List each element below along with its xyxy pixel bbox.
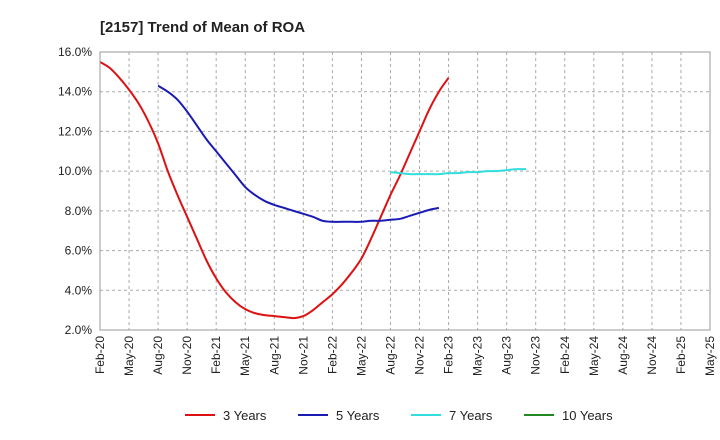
x-tick-label: May-24 [587,336,601,376]
legend-label: 7 Years [449,408,493,423]
grid [100,52,710,330]
x-tick-label: Feb-22 [325,336,339,374]
y-tick-label: 4.0% [65,283,93,297]
x-tick-label: Aug-22 [383,336,397,375]
chart-title: [2157] Trend of Mean of ROA [100,19,305,36]
legend-label: 10 Years [562,408,613,423]
legend-item-3-years: 3 Years [185,408,267,423]
x-tick-label: Aug-24 [616,336,630,375]
x-tick-label: Aug-21 [267,336,281,375]
legend-label: 5 Years [336,408,380,423]
x-tick-label: Feb-21 [209,336,223,374]
x-tick-label: Nov-24 [645,336,659,375]
legend-item-10-years: 10 Years [524,408,613,423]
x-tick-label: Nov-22 [413,336,427,375]
y-tick-label: 12.0% [58,124,92,138]
series-line-3-years [99,61,450,320]
x-tick-label: Nov-23 [529,336,543,375]
y-tick-label: 10.0% [58,164,92,178]
y-tick-label: 6.0% [65,244,93,258]
x-tick-label: May-23 [471,336,485,376]
x-tick-label: May-21 [238,336,252,376]
legend-item-5-years: 5 Years [298,408,380,423]
x-tick-label: May-22 [354,336,368,376]
x-tick-label: Nov-21 [296,336,310,375]
x-tick-label: Aug-23 [500,336,514,375]
x-tick-label: Feb-23 [442,336,456,374]
x-axis-ticks: Feb-20 May-20 Aug-20 Nov-20 Feb-21 May-21 Aug-… [93,336,717,376]
y-tick-label: 16.0% [58,45,92,59]
legend: 3 Years 5 Years 7 Years 10 Years [185,408,613,423]
y-tick-label: 2.0% [65,323,93,337]
legend-label: 3 Years [223,408,267,423]
x-tick-label: Feb-20 [93,336,107,374]
x-tick-label: Feb-25 [674,336,688,374]
series-lines [99,61,527,320]
x-tick-label: Aug-20 [151,336,165,375]
x-tick-label: May-25 [703,336,717,376]
x-tick-label: Feb-24 [558,336,572,374]
y-axis-ticks: 2.0% 4.0% 6.0% 8.0% 10.0% 12.0% 14.0% 16.0% [58,45,92,337]
x-tick-label: Nov-20 [180,336,194,375]
series-line-5-years [157,84,440,223]
legend-item-7-years: 7 Years [411,408,493,423]
plot-frame [99,51,711,331]
series-line-7-years [390,168,527,176]
y-tick-label: 14.0% [58,85,92,99]
x-tick-label: May-20 [122,336,136,376]
y-tick-label: 8.0% [65,204,93,218]
